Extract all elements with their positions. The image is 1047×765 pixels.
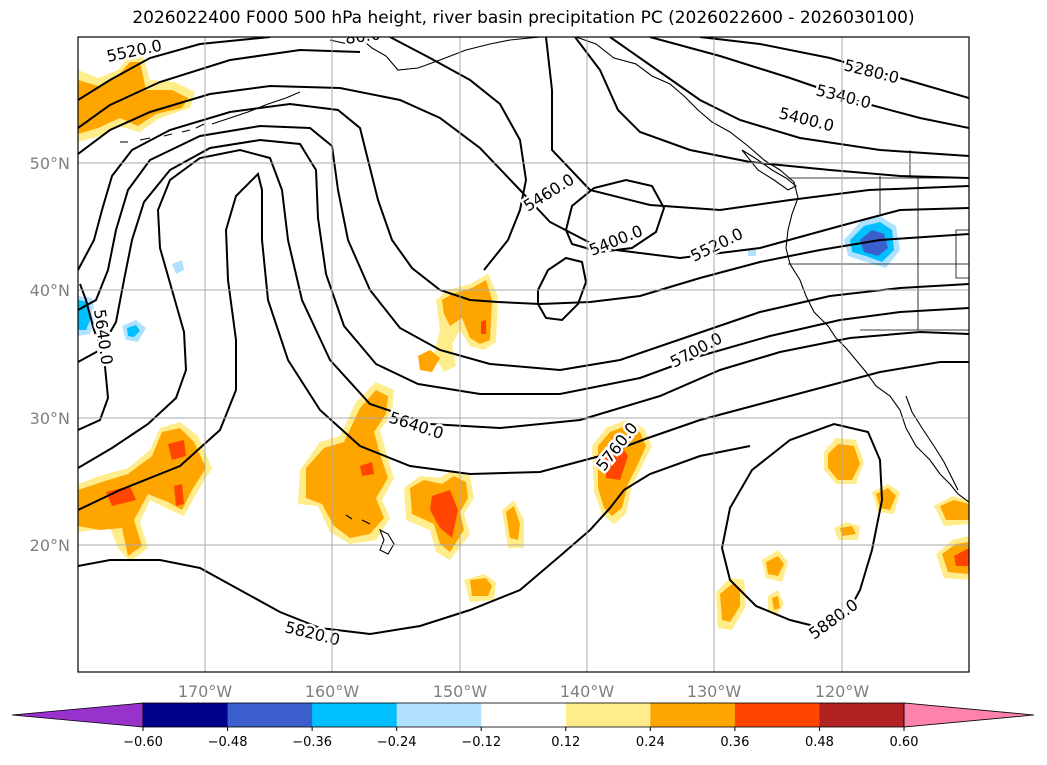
precip-area [766, 556, 784, 576]
colorbar-swatch [734, 703, 820, 727]
colorbar-tick-label: −0.24 [377, 735, 417, 750]
contour-5400-north [609, 37, 969, 157]
colorbar-frame [142, 702, 905, 728]
precip-area [828, 444, 860, 480]
precip-area [127, 325, 140, 337]
colorbar-swatch [565, 703, 651, 727]
contour-5460 [78, 37, 969, 179]
contour-5700 [78, 124, 969, 372]
hawaii-islands [345, 514, 395, 555]
lat-label: 50°N [30, 154, 70, 173]
precip-area [78, 62, 188, 134]
precip-area [306, 390, 388, 538]
precip-area [720, 584, 740, 622]
colorbar-tick-label: 0.36 [720, 735, 749, 750]
contour-5760 [78, 148, 969, 469]
lat-label: 20°N [30, 536, 70, 555]
precip-shading [78, 52, 969, 630]
contour-5640-west [78, 283, 110, 431]
colorbar-swatch [650, 703, 736, 727]
colorbar-tick-label: −0.60 [123, 735, 163, 750]
colorbar-swatch [227, 703, 313, 727]
precip-area [360, 462, 374, 476]
precip-area [954, 548, 969, 566]
contour-5640 [78, 102, 969, 306]
lon-label: 160°W [305, 682, 360, 701]
coastlines [120, 37, 969, 555]
colorbar-tick-label: −0.12 [461, 735, 501, 750]
contour-5880 [720, 422, 884, 631]
contour-5400-cut [564, 178, 666, 254]
lon-label: 130°W [687, 682, 742, 701]
precip-area [442, 280, 492, 344]
colorbar: −0.60 −0.48 −0.36 −0.24 −0.12 0.12 0.24 0.36 0.4… [11, 702, 1035, 750]
colorbar-swatch [396, 703, 482, 727]
colorbar-tick-label: 0.60 [890, 735, 919, 750]
lat-label: 30°N [30, 409, 70, 428]
precip-area [840, 526, 856, 536]
precip-area [172, 260, 184, 274]
lon-label: 150°W [433, 682, 488, 701]
lon-label: 170°W [178, 682, 233, 701]
precip-area [106, 486, 136, 506]
colorbar-tick-label: 0.12 [551, 735, 580, 750]
contour-5700b [78, 138, 969, 395]
map-background [78, 37, 969, 672]
alaska-coast [329, 37, 541, 71]
contour-5520 [78, 37, 969, 271]
precip-area [940, 500, 969, 520]
precip-area [430, 490, 458, 538]
lon-label: 120°W [815, 682, 870, 701]
contour-5820-south [78, 445, 751, 636]
height-contours [78, 37, 969, 636]
precip-area [418, 350, 440, 372]
precip-area [174, 484, 184, 506]
colorbar-swatch [481, 703, 567, 727]
baja-coast [905, 395, 959, 491]
colorbar-tick-label: 0.48 [805, 735, 834, 750]
precip-area [506, 506, 520, 540]
lat-label: 40°N [30, 281, 70, 300]
contour-5820 [78, 172, 969, 511]
map-frame [77, 36, 970, 673]
map-title: 2026022400 F000 500 hPa height, river ba… [132, 8, 915, 28]
map-panel: 5520.0 5280.0 5340.0 5400.0 5460.0 5400.… [77, 36, 970, 673]
colorbar-tick-label: −0.36 [292, 735, 332, 750]
colorbar-extend-low [11, 702, 144, 728]
precip-area [168, 440, 186, 460]
colorbar-swatch [312, 703, 398, 727]
state-borders [788, 150, 969, 331]
precip-area [772, 596, 780, 610]
colorbar-swatch [819, 703, 905, 727]
precip-area [78, 428, 206, 556]
contour-5580 [78, 84, 969, 260]
contour-5460-low [537, 256, 588, 322]
colorbar-swatch [143, 703, 229, 727]
colorbar-tick-label: 0.24 [636, 735, 665, 750]
contour-5280 [699, 37, 969, 99]
colorbar-tick-label: −0.48 [208, 735, 248, 750]
graticule [78, 37, 969, 672]
longitude-labels: 170°W 160°W 150°W 140°W 130°W 120°W [178, 682, 870, 701]
lon-label: 140°W [560, 682, 615, 701]
precip-area [470, 578, 492, 596]
latitude-labels: 50°N 40°N 30°N 20°N [30, 154, 70, 555]
precip-area [860, 230, 888, 256]
aleutian-islands [120, 123, 205, 143]
precip-area [606, 444, 628, 480]
contour-5340 [649, 37, 969, 129]
colorbar-extend-high [903, 702, 1035, 728]
precip-area [481, 320, 486, 334]
